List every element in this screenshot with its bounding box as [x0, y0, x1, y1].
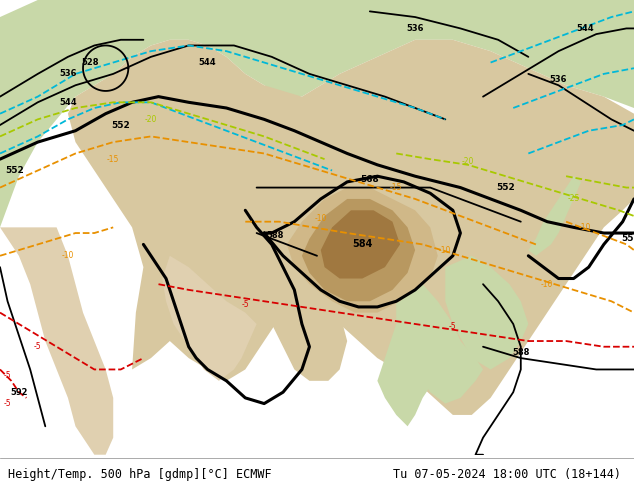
Text: 536: 536: [550, 75, 567, 84]
Text: -5: -5: [34, 342, 42, 351]
Text: 528: 528: [82, 58, 100, 67]
Text: Tu 07-05-2024 18:00 UTC (18+144): Tu 07-05-2024 18:00 UTC (18+144): [393, 467, 621, 481]
Text: -5: -5: [449, 322, 456, 331]
Polygon shape: [0, 0, 634, 227]
Polygon shape: [302, 199, 415, 301]
Polygon shape: [445, 256, 528, 369]
Text: Height/Temp. 500 hPa [gdmp][°C] ECMWF: Height/Temp. 500 hPa [gdmp][°C] ECMWF: [8, 467, 271, 481]
Polygon shape: [321, 210, 400, 278]
Polygon shape: [528, 176, 581, 256]
Polygon shape: [377, 267, 460, 426]
Text: 544: 544: [198, 58, 216, 67]
Text: 544: 544: [59, 98, 77, 107]
Text: -15: -15: [390, 183, 403, 192]
Text: 552: 552: [496, 183, 515, 192]
Text: 536: 536: [59, 70, 77, 78]
Text: 552: 552: [112, 121, 130, 129]
Text: -10: -10: [314, 214, 327, 223]
Text: 584: 584: [352, 240, 372, 249]
Text: -20: -20: [462, 157, 474, 167]
Text: -15: -15: [107, 155, 119, 164]
Polygon shape: [68, 40, 634, 415]
Polygon shape: [400, 267, 483, 404]
Text: -5: -5: [4, 399, 11, 408]
Polygon shape: [0, 227, 113, 455]
Text: -25: -25: [567, 195, 580, 203]
Text: -20: -20: [145, 115, 157, 124]
Text: 536: 536: [406, 24, 424, 33]
Polygon shape: [287, 188, 437, 313]
Text: -5: -5: [4, 370, 11, 380]
Text: 588: 588: [267, 231, 284, 241]
Text: -5: -5: [242, 299, 249, 309]
Text: -10: -10: [61, 251, 74, 260]
Text: 552: 552: [6, 166, 25, 175]
Text: 592: 592: [10, 388, 28, 397]
Polygon shape: [162, 256, 257, 381]
Text: -10: -10: [439, 245, 451, 255]
Text: 544: 544: [576, 24, 594, 33]
Text: 552: 552: [621, 234, 634, 243]
Polygon shape: [272, 256, 347, 381]
Text: 568: 568: [361, 174, 379, 184]
Text: -10: -10: [579, 223, 591, 232]
Text: 588: 588: [512, 348, 529, 357]
Text: -10: -10: [541, 280, 553, 289]
